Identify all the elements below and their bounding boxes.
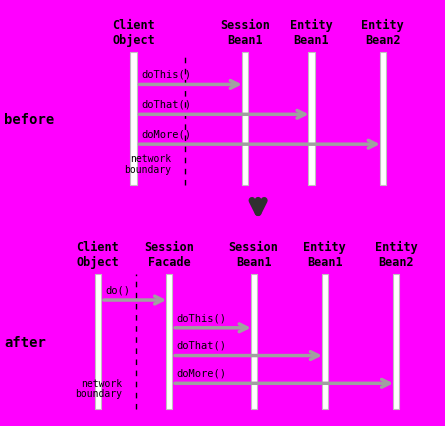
Text: doThis(): doThis() [177,313,227,322]
FancyBboxPatch shape [251,275,257,409]
FancyBboxPatch shape [380,53,386,185]
Text: network: network [81,378,122,388]
Text: doMore(): doMore() [177,368,227,378]
Text: after: after [4,335,46,349]
Text: boundary: boundary [124,165,171,175]
Text: Client
Object: Client Object [77,241,119,269]
Text: do(): do() [105,285,130,295]
Text: Entity
Bean1: Entity Bean1 [290,19,333,47]
FancyBboxPatch shape [322,275,328,409]
Text: Session
Bean1: Session Bean1 [229,241,279,269]
Text: Client
Object: Client Object [112,19,155,47]
FancyBboxPatch shape [393,275,399,409]
FancyBboxPatch shape [308,53,315,185]
Text: Entity
Bean2: Entity Bean2 [361,19,404,47]
Text: Session
Facade: Session Facade [144,241,194,269]
Text: doMore(): doMore() [141,130,191,139]
Text: Entity
Bean2: Entity Bean2 [375,241,417,269]
Text: boundary: boundary [75,389,122,398]
FancyBboxPatch shape [95,275,101,409]
FancyBboxPatch shape [130,53,137,185]
Text: doThat(): doThat() [177,340,227,350]
FancyBboxPatch shape [166,275,172,409]
Text: Session
Bean1: Session Bean1 [220,19,270,47]
Text: doThat(): doThat() [141,100,191,109]
Text: Entity
Bean1: Entity Bean1 [303,241,346,269]
Text: before: before [4,112,55,126]
FancyBboxPatch shape [242,53,248,185]
Text: doThis(): doThis() [141,70,191,80]
Text: network: network [130,154,171,164]
